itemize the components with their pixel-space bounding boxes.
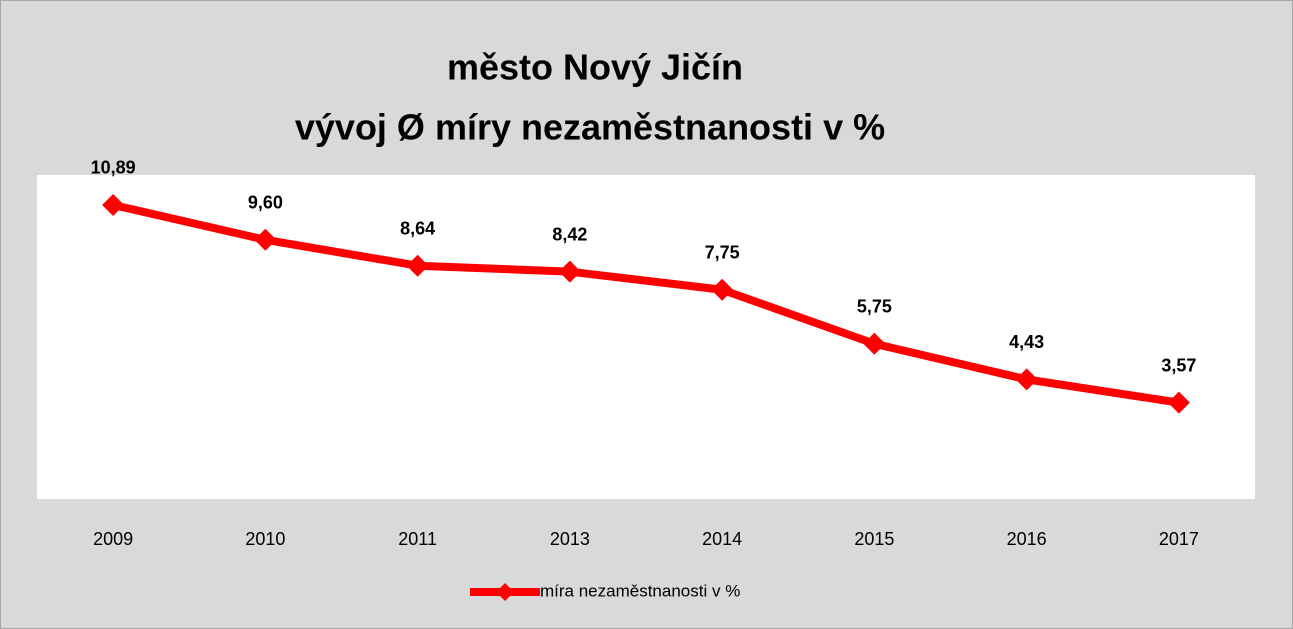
data-label: 4,43 — [1009, 332, 1044, 352]
legend-label: míra nezaměstnanosti v % — [540, 581, 740, 600]
line — [112, 201, 1180, 407]
marker — [406, 254, 429, 277]
marker — [254, 228, 277, 251]
legend-marker — [496, 583, 514, 601]
x-tick-label: 2013 — [550, 529, 590, 549]
marker — [558, 260, 581, 283]
data-label: 8,42 — [552, 224, 587, 244]
marker — [1167, 391, 1190, 414]
data-label: 8,64 — [400, 218, 435, 238]
marker — [863, 332, 886, 355]
x-tick-label: 2010 — [245, 529, 285, 549]
x-tick-label: 2017 — [1159, 529, 1199, 549]
data-label: 7,75 — [705, 243, 740, 263]
marker — [711, 278, 734, 301]
x-tick-label: 2011 — [398, 529, 437, 549]
x-tick-label: 2015 — [854, 529, 894, 549]
data-label: 5,75 — [857, 297, 892, 317]
x-tick-label: 2009 — [93, 529, 133, 549]
chart-title: město Nový Jičín — [447, 47, 743, 88]
data-label: 10,89 — [91, 158, 136, 178]
data-label: 9,60 — [248, 193, 283, 213]
data-label: 3,57 — [1161, 355, 1196, 375]
marker — [102, 193, 125, 216]
x-tick-label: 2014 — [702, 529, 742, 549]
chart-subtitle: vývoj Ø míry nezaměstnanosti v % — [295, 107, 885, 148]
plot-area — [37, 175, 1255, 499]
x-tick-label: 2016 — [1007, 529, 1047, 549]
marker — [1015, 368, 1038, 391]
